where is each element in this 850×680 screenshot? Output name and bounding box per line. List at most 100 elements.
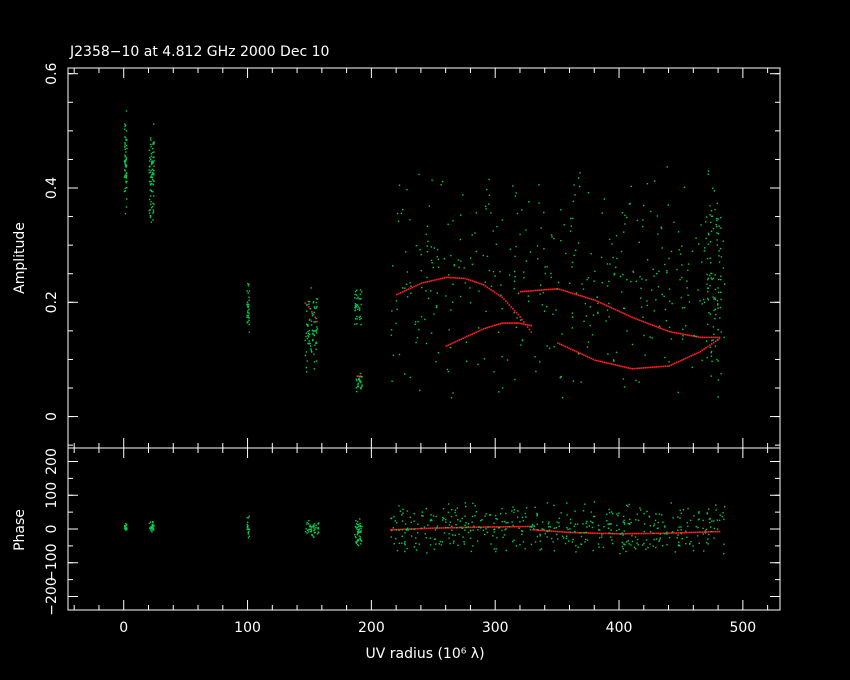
data-point bbox=[308, 528, 310, 531]
data-point bbox=[601, 534, 603, 536]
data-point bbox=[467, 523, 470, 525]
data-point bbox=[460, 526, 462, 528]
data-point bbox=[664, 308, 667, 311]
data-point bbox=[310, 324, 313, 326]
data-point bbox=[610, 511, 613, 513]
data-point bbox=[150, 529, 152, 532]
data-point bbox=[152, 212, 154, 214]
model-point bbox=[557, 342, 559, 344]
model-point bbox=[653, 366, 656, 368]
data-point bbox=[521, 530, 524, 533]
data-point bbox=[477, 327, 480, 329]
model-point bbox=[588, 356, 591, 359]
data-point bbox=[475, 511, 478, 513]
data-point bbox=[712, 227, 715, 230]
data-point bbox=[611, 243, 613, 245]
data-point bbox=[623, 523, 626, 525]
data-point bbox=[152, 195, 155, 197]
data-point bbox=[652, 545, 654, 547]
model-point bbox=[499, 526, 501, 528]
model-point bbox=[649, 366, 652, 369]
data-point bbox=[661, 247, 663, 249]
data-point bbox=[719, 514, 721, 516]
data-point bbox=[558, 517, 561, 520]
data-point bbox=[666, 544, 668, 546]
model-point bbox=[613, 532, 616, 535]
data-point bbox=[575, 292, 578, 294]
data-point bbox=[577, 242, 580, 244]
model-point bbox=[710, 343, 713, 345]
data-point bbox=[492, 270, 495, 273]
data-point bbox=[473, 525, 475, 527]
model-point bbox=[488, 526, 490, 528]
data-point bbox=[315, 360, 318, 362]
data-point bbox=[247, 314, 250, 316]
data-point bbox=[546, 345, 548, 347]
data-point bbox=[531, 525, 533, 527]
data-point bbox=[248, 308, 250, 311]
data-point bbox=[630, 185, 632, 188]
data-point bbox=[635, 519, 637, 521]
data-point bbox=[629, 518, 631, 521]
model-point bbox=[391, 528, 394, 531]
data-point bbox=[697, 526, 699, 529]
data-point bbox=[621, 541, 624, 544]
model-point bbox=[688, 334, 691, 337]
model-point bbox=[495, 324, 498, 326]
data-point bbox=[451, 529, 453, 531]
data-point bbox=[653, 275, 655, 277]
data-point bbox=[124, 125, 126, 128]
y-tick-label: 0.2 bbox=[44, 291, 60, 313]
data-point bbox=[514, 378, 516, 381]
data-point bbox=[570, 217, 572, 220]
data-point bbox=[623, 307, 626, 310]
model-point bbox=[515, 322, 518, 324]
data-point bbox=[706, 512, 708, 514]
data-point bbox=[356, 528, 358, 530]
data-point bbox=[354, 309, 356, 311]
data-point bbox=[712, 296, 714, 298]
model-point bbox=[416, 527, 418, 530]
data-point bbox=[404, 532, 406, 534]
model-point bbox=[622, 533, 625, 535]
data-point bbox=[152, 191, 154, 193]
data-point bbox=[448, 524, 451, 526]
data-point bbox=[124, 123, 126, 125]
data-point bbox=[401, 529, 403, 531]
model-point bbox=[588, 297, 591, 300]
data-point bbox=[639, 276, 641, 278]
data-point bbox=[709, 521, 711, 524]
data-point bbox=[413, 512, 415, 515]
data-point bbox=[490, 543, 492, 545]
data-point bbox=[125, 181, 127, 184]
data-point bbox=[679, 278, 681, 281]
data-point bbox=[461, 527, 463, 530]
data-point bbox=[687, 525, 689, 528]
data-point bbox=[502, 536, 504, 539]
data-point bbox=[711, 520, 713, 522]
data-point bbox=[153, 529, 155, 531]
model-point bbox=[662, 365, 665, 368]
data-point bbox=[611, 539, 613, 541]
data-point bbox=[311, 312, 313, 315]
model-point bbox=[677, 532, 680, 534]
data-point bbox=[619, 533, 622, 535]
model-point bbox=[627, 367, 630, 369]
data-point bbox=[525, 229, 527, 231]
data-point bbox=[357, 521, 359, 523]
data-point bbox=[717, 307, 719, 309]
data-point bbox=[307, 334, 309, 337]
data-point bbox=[496, 537, 498, 539]
data-point bbox=[676, 268, 678, 271]
model-point bbox=[517, 313, 520, 316]
data-point bbox=[722, 512, 724, 514]
amplitude-model-points bbox=[304, 276, 721, 378]
model-point bbox=[684, 357, 687, 360]
data-point bbox=[357, 528, 360, 531]
model-point bbox=[705, 531, 708, 533]
data-point bbox=[586, 520, 588, 523]
model-point bbox=[439, 277, 442, 280]
data-point bbox=[585, 522, 587, 524]
data-point bbox=[454, 534, 456, 536]
data-point bbox=[717, 328, 719, 331]
